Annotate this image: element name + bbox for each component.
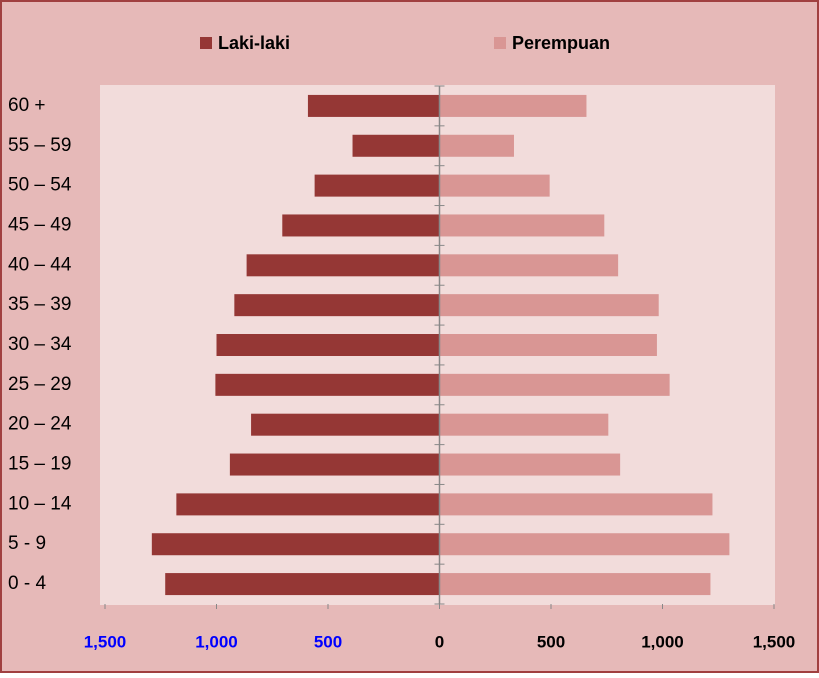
bar [314,174,440,197]
bar [151,533,440,556]
bar [439,134,514,157]
y-tick-label: 55 – 59 [8,135,71,156]
bar [439,413,609,436]
bar [439,573,711,596]
bar [165,573,440,596]
bar [439,174,550,197]
y-tick-label: 50 – 54 [8,175,72,196]
x-tick-label: 500 [537,632,565,651]
bar [234,294,440,317]
bar [282,214,440,237]
legend-swatch [494,37,506,49]
bar [439,334,657,356]
bar [439,294,659,317]
bar [229,453,440,476]
x-tick-label: 1,000 [641,632,684,651]
bar [251,413,440,436]
bar [352,134,440,157]
bar [439,214,605,237]
bar [215,373,440,396]
y-tick-label: 60 + [8,95,46,116]
y-tick-label: 45 – 49 [8,214,71,235]
x-tick-label: 1,500 [753,632,796,651]
y-tick-label: 15 – 19 [8,454,71,475]
bar [216,334,440,356]
x-tick-label: 0 [435,632,444,651]
legend-label: Laki-laki [218,33,290,53]
bar [176,493,440,516]
x-tick-label: 1,000 [195,632,238,651]
bar [439,533,730,556]
y-tick-label: 25 – 29 [8,374,71,395]
legend-swatch [200,37,212,49]
y-tick-label: 5 - 9 [8,533,46,554]
x-tick-label: 500 [314,632,342,651]
bar [246,254,440,277]
x-tick-label: 1,500 [84,632,127,651]
y-tick-label: 0 - 4 [8,573,46,594]
bar [307,94,440,117]
y-tick-label: 40 – 44 [8,254,72,275]
bar [439,373,670,396]
y-tick-label: 35 – 39 [8,294,71,315]
bar [439,493,713,516]
legend-label: Perempuan [512,33,610,53]
y-tick-label: 10 – 14 [8,493,72,514]
y-tick-label: 20 – 24 [8,414,72,435]
bar [439,94,587,117]
bar [439,254,619,277]
bar [439,453,621,476]
y-tick-label: 30 – 34 [8,334,72,355]
